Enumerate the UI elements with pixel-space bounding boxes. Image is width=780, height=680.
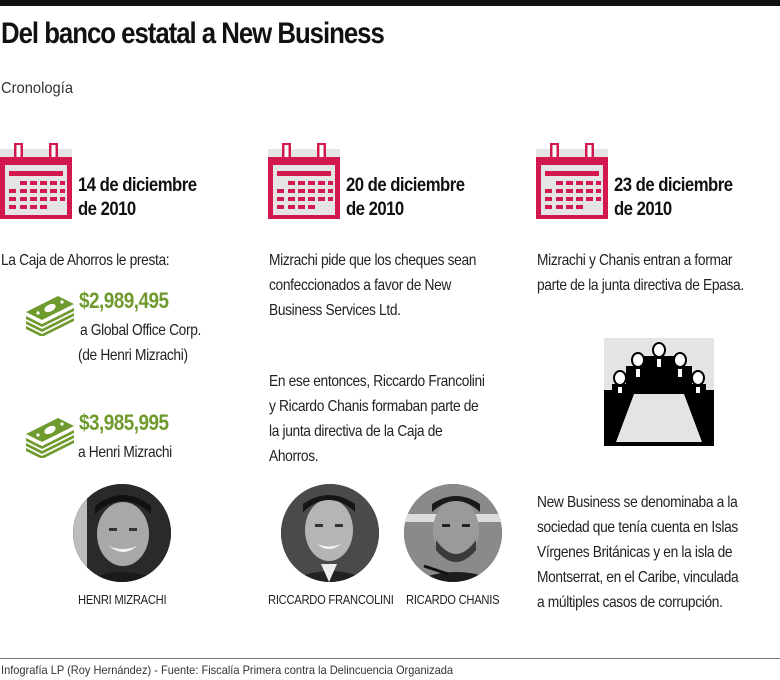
top-rule bbox=[0, 0, 780, 6]
loan-amount-2: $3,985,995 bbox=[79, 410, 169, 435]
money-stack-icon bbox=[26, 418, 74, 458]
text-line: Business Services Ltd. bbox=[269, 302, 401, 319]
loan-recipient-1: a Global Office Corp. bbox=[80, 322, 202, 339]
calendar-icon bbox=[536, 143, 608, 219]
person-name: RICARDO CHANIS bbox=[406, 592, 500, 607]
loan-recipient-2: a Henri Mizrachi bbox=[78, 444, 172, 461]
text-line: Montserrat, en el Caribe, vinculada bbox=[537, 569, 739, 586]
calendar-icon bbox=[0, 143, 72, 219]
event-date: 23 de diciembre de 2010 bbox=[614, 174, 733, 222]
person-name: HENRI MIZRACHI bbox=[78, 592, 167, 607]
portrait-ricardo-chanis bbox=[404, 484, 502, 582]
date-line-2: de 2010 bbox=[346, 199, 404, 220]
event-date: 14 de diciembre de 2010 bbox=[78, 174, 197, 222]
person-photo-icon bbox=[281, 484, 379, 582]
text-line: Mizrachi pide que los cheques sean bbox=[269, 252, 477, 269]
event-description: Mizrachi pide que los cheques sean confe… bbox=[269, 248, 476, 323]
text-line: New Business se denominaba a la bbox=[537, 494, 738, 511]
context-description: En ese entonces, Riccardo Francolini y R… bbox=[269, 369, 485, 469]
board-meeting-icon bbox=[604, 338, 714, 446]
date-line-1: 23 de diciembre bbox=[614, 175, 733, 196]
money-stack-icon bbox=[26, 296, 74, 336]
person-name: RICCARDO FRANCOLINI bbox=[268, 592, 394, 607]
footer-divider bbox=[0, 658, 780, 659]
text-line: En ese entonces, Riccardo Francolini bbox=[269, 373, 485, 390]
date-line-2: de 2010 bbox=[78, 199, 136, 220]
text-line: Vírgenes Británicas y en la isla de bbox=[537, 544, 733, 561]
text-line: la junta directiva de la Caja de bbox=[269, 423, 443, 440]
person-photo-icon bbox=[73, 484, 171, 582]
page-subtitle: Cronología bbox=[1, 80, 74, 97]
person-photo-icon bbox=[404, 484, 502, 582]
event-description: Mizrachi y Chanis entran a formar parte … bbox=[537, 248, 744, 298]
portrait-henri-mizrachi bbox=[73, 484, 171, 582]
calendar-icon bbox=[268, 143, 340, 219]
date-line-1: 20 de diciembre bbox=[346, 175, 465, 196]
date-line-1: 14 de diciembre bbox=[78, 175, 197, 196]
page-title: Del banco estatal a New Business bbox=[1, 17, 385, 50]
portrait-riccardo-francolini bbox=[281, 484, 379, 582]
background-note: New Business se denominaba a la sociedad… bbox=[537, 490, 739, 615]
text-line: a múltiples casos de corrupción. bbox=[537, 594, 723, 611]
text-line: parte de la junta directiva de Epasa. bbox=[537, 277, 744, 294]
text-line: confeccionados a favor de New bbox=[269, 277, 452, 294]
loan-recipient-1-note: (de Henri Mizrachi) bbox=[78, 347, 188, 364]
loan-intro: La Caja de Ahorros le presta: bbox=[1, 252, 170, 269]
text-line: Ahorros. bbox=[269, 448, 319, 465]
footer-credit: Infografía LP (Roy Hernández) - Fuente: … bbox=[1, 663, 454, 677]
event-date: 20 de diciembre de 2010 bbox=[346, 174, 465, 222]
text-line: sociedad que tenía cuenta en Islas bbox=[537, 519, 738, 536]
loan-amount-1: $2,989,495 bbox=[79, 288, 169, 313]
text-line: y Ricardo Chanis formaban parte de bbox=[269, 398, 479, 415]
date-line-2: de 2010 bbox=[614, 199, 672, 220]
text-line: Mizrachi y Chanis entran a formar bbox=[537, 252, 733, 269]
